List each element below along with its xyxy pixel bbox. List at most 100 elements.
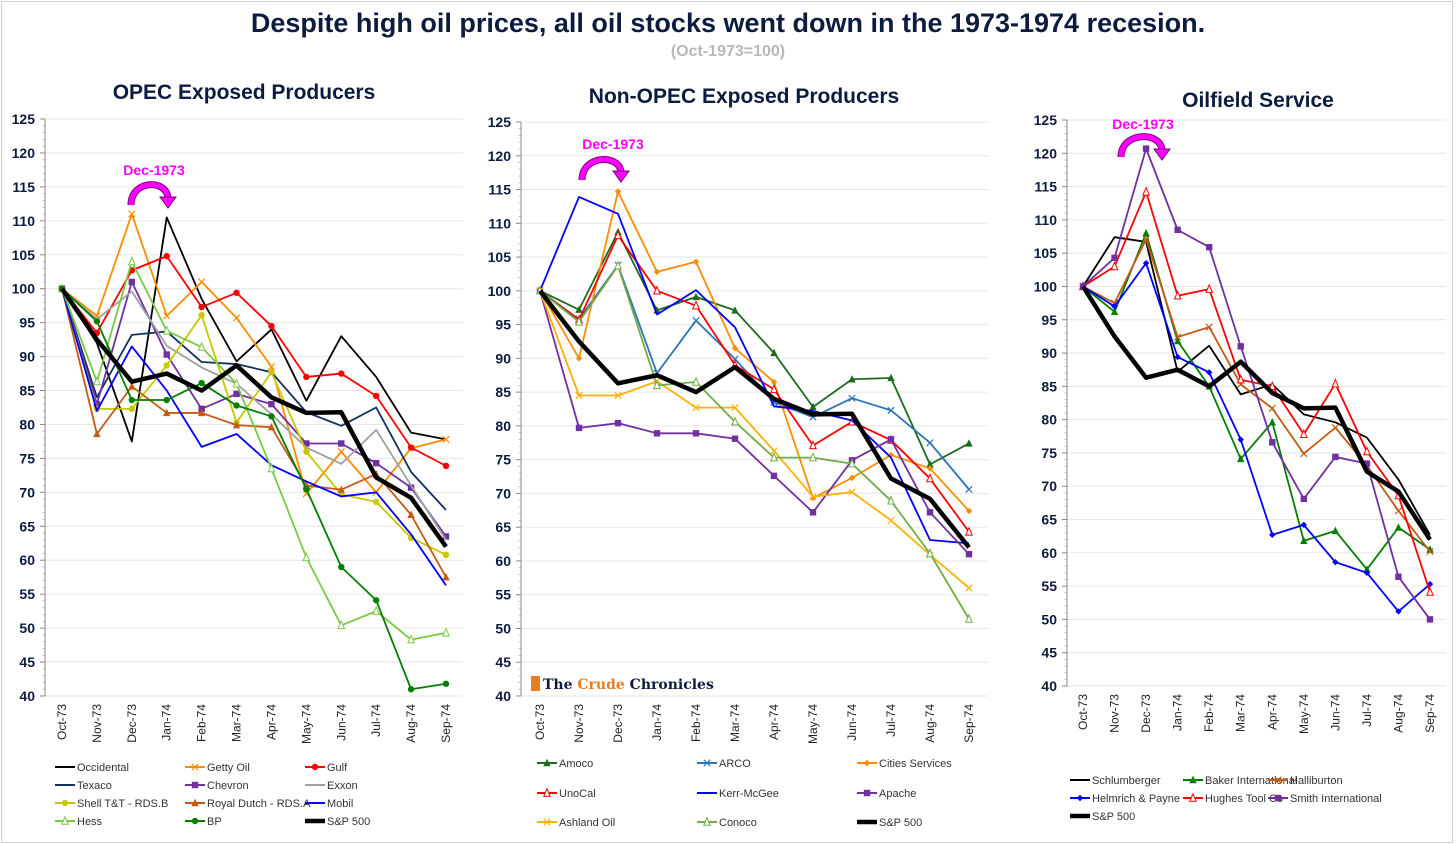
legend-item: Gulf xyxy=(305,762,348,774)
y-tick-label: 85 xyxy=(1041,378,1057,394)
marker-square xyxy=(268,400,275,408)
arrow-head-icon xyxy=(1153,148,1171,161)
series-line xyxy=(61,255,447,467)
x-tick-label: Jul-74 xyxy=(884,704,898,737)
marker-diamond xyxy=(1237,436,1244,443)
marker-diamond xyxy=(653,268,661,276)
legend-label: Baker International xyxy=(1205,775,1297,787)
marker-open-triangle xyxy=(127,256,136,266)
marker-open-triangle xyxy=(848,458,856,468)
marker-triangle xyxy=(809,402,817,411)
marker-triangle xyxy=(442,573,450,581)
marker-diamond xyxy=(1269,531,1276,539)
x-tick-label: Mar-74 xyxy=(728,704,742,742)
annotation-text: Dec-1973 xyxy=(582,136,644,152)
y-tick-label: 120 xyxy=(12,145,36,161)
marker-open-triangle xyxy=(197,341,206,351)
y-tick-label: 70 xyxy=(1041,478,1057,494)
x-tick-label: Jun-74 xyxy=(845,704,859,741)
marker-open-triangle xyxy=(1268,380,1277,391)
marker-circle xyxy=(163,362,170,369)
marker-square xyxy=(926,509,934,516)
watermark-chronicles: Chronicles xyxy=(625,677,714,693)
legend-item: Cities Services xyxy=(857,758,952,770)
series-line xyxy=(61,288,447,578)
marker-triangle xyxy=(128,382,136,390)
legend-label: Schlumberger xyxy=(1092,775,1161,787)
legend-label: Apache xyxy=(879,788,916,800)
x-tick-label: Sep-74 xyxy=(439,704,453,743)
series-line xyxy=(61,216,447,443)
legend-item: Texaco xyxy=(55,780,112,792)
y-tick-label: 120 xyxy=(488,148,512,164)
x-tick-label: Apr-74 xyxy=(1265,694,1279,730)
marker-square xyxy=(653,430,661,437)
series-mobil xyxy=(61,288,447,586)
legend-label: Exxon xyxy=(327,780,358,792)
x-tick-label: Jan-74 xyxy=(160,704,174,741)
marker-open-triangle xyxy=(1142,186,1151,196)
marker-triangle xyxy=(1189,775,1197,784)
marker-open-triangle xyxy=(337,619,346,630)
y-tick-label: 105 xyxy=(1034,245,1058,261)
x-tick-label: May-74 xyxy=(1297,694,1311,734)
x-tick-label: Feb-74 xyxy=(689,704,703,742)
marker-square xyxy=(770,472,778,480)
marker-x xyxy=(232,314,241,322)
marker-square xyxy=(372,459,380,467)
marker-diamond xyxy=(1363,569,1371,576)
marker-open-triangle xyxy=(232,378,241,388)
marker-x xyxy=(575,391,583,400)
y-tick-label: 75 xyxy=(495,452,511,468)
y-tick-label: 40 xyxy=(19,688,35,704)
marker-triangle xyxy=(1331,526,1340,535)
marker-x xyxy=(770,447,778,455)
legend-item: Chevron xyxy=(185,780,249,792)
marker-x xyxy=(692,316,700,325)
curved-arrow-icon xyxy=(579,157,624,181)
marker-triangle xyxy=(848,375,856,383)
marker-circle xyxy=(303,485,310,493)
series-helmrich-payne xyxy=(1079,259,1434,615)
legend-label: Helmrich & Payne xyxy=(1092,793,1180,805)
x-tick-label: Aug-74 xyxy=(923,704,937,743)
y-tick-label: 50 xyxy=(1041,611,1057,627)
series-s-p-500 xyxy=(60,287,448,548)
marker-square xyxy=(191,781,199,789)
marker-circle xyxy=(233,289,240,296)
series-exxon xyxy=(61,288,447,541)
legend-label: Occidental xyxy=(77,762,129,774)
marker-circle xyxy=(372,597,380,604)
marker-open-triangle xyxy=(1426,586,1434,596)
legend-item: Apache xyxy=(857,788,916,800)
y-tick-label: 55 xyxy=(19,586,35,602)
marker-x xyxy=(1174,333,1182,341)
x-tick-label: Feb-74 xyxy=(195,704,209,742)
marker-triangle xyxy=(1394,523,1403,531)
y-tick-label: 55 xyxy=(495,587,511,603)
marker-x xyxy=(198,278,206,286)
marker-open-triangle xyxy=(809,440,817,450)
legend-item: Helmrich & Payne xyxy=(1070,793,1180,805)
marker-open-triangle xyxy=(965,613,973,623)
marker-triangle xyxy=(191,798,199,807)
marker-square xyxy=(1269,439,1276,446)
y-tick-label: 85 xyxy=(495,384,511,400)
marker-open-triangle xyxy=(692,376,700,386)
marker-square xyxy=(1142,145,1150,152)
marker-triangle xyxy=(232,420,241,429)
legend-label: Cities Services xyxy=(879,758,952,770)
y-tick-label: 95 xyxy=(1041,312,1057,328)
marker-open-triangle xyxy=(965,526,973,536)
marker-square xyxy=(887,436,895,443)
marker-open-triangle xyxy=(267,463,276,473)
watermark-logo: The Crude Chronicles xyxy=(531,676,714,693)
marker-circle xyxy=(303,373,310,381)
marker-circle xyxy=(407,444,415,451)
marker-square xyxy=(1174,226,1181,234)
x-tick-label: Mar-74 xyxy=(1234,694,1248,732)
x-tick-label: Dec-73 xyxy=(611,704,625,743)
legend-item: Schlumberger xyxy=(1070,775,1161,787)
marker-circle xyxy=(311,763,319,771)
marker-triangle xyxy=(965,439,973,447)
